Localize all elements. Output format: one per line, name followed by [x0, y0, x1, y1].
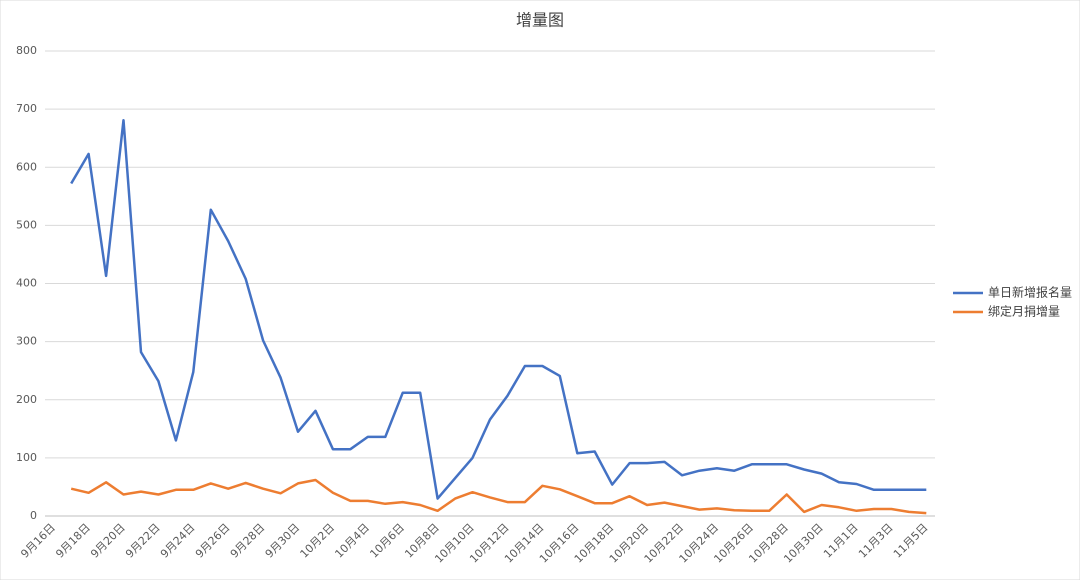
- y-tick-label: 500: [16, 218, 37, 231]
- legend-label: 绑定月捐增量: [988, 304, 1060, 319]
- y-tick-label: 400: [16, 277, 37, 290]
- legend-label: 单日新增报名量: [988, 285, 1072, 300]
- y-tick-label: 600: [16, 160, 37, 173]
- y-tick-label: 800: [16, 44, 37, 57]
- y-tick-label: 100: [16, 451, 37, 464]
- chart-title: 增量图: [516, 11, 564, 30]
- y-tick-label: 200: [16, 393, 37, 406]
- line-series: [70, 118, 927, 500]
- y-tick-label: 700: [16, 102, 37, 115]
- y-tick-label: 300: [16, 335, 37, 348]
- line-series: [70, 478, 927, 515]
- y-tick-label: 0: [30, 509, 37, 522]
